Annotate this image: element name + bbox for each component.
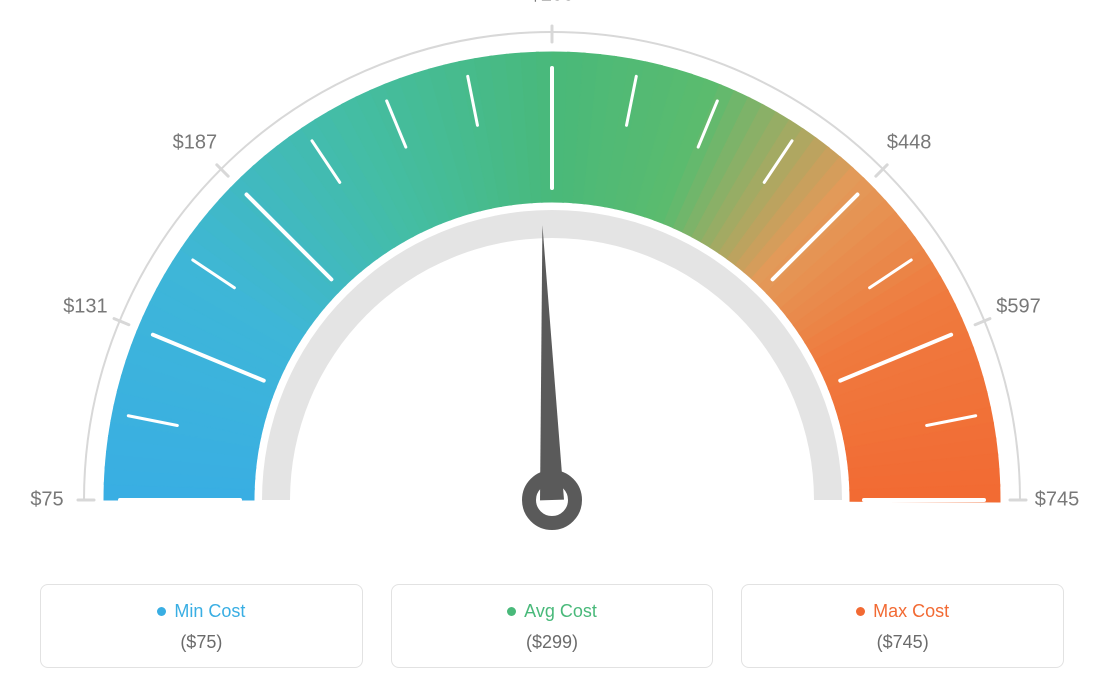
scale-label: $299 — [530, 0, 575, 7]
legend-label-avg: Avg Cost — [524, 601, 597, 622]
scale-label: $75 — [30, 489, 63, 512]
legend-title-max: Max Cost — [856, 601, 949, 622]
scale-label: $597 — [996, 295, 1041, 318]
legend-title-avg: Avg Cost — [507, 601, 597, 622]
gauge-svg — [0, 0, 1104, 560]
legend-label-min: Min Cost — [174, 601, 245, 622]
legend-title-min: Min Cost — [157, 601, 245, 622]
legend-value-avg: ($299) — [392, 632, 713, 653]
gauge-chart-container: $75 $131 $187 $299 $448 $597 $745 Min Cost ($7… — [0, 0, 1104, 690]
legend-label-max: Max Cost — [873, 601, 949, 622]
scale-label: $745 — [1035, 489, 1080, 512]
scale-label: $448 — [887, 131, 932, 154]
scale-label: $131 — [63, 295, 108, 318]
legend-row: Min Cost ($75) Avg Cost ($299) Max Cost … — [40, 584, 1064, 668]
legend-dot-max — [856, 607, 865, 616]
legend-dot-avg — [507, 607, 516, 616]
legend-card-avg: Avg Cost ($299) — [391, 584, 714, 668]
gauge-area: $75 $131 $187 $299 $448 $597 $745 — [0, 0, 1104, 560]
legend-dot-min — [157, 607, 166, 616]
legend-value-min: ($75) — [41, 632, 362, 653]
legend-card-min: Min Cost ($75) — [40, 584, 363, 668]
legend-card-max: Max Cost ($745) — [741, 584, 1064, 668]
scale-label: $187 — [173, 131, 218, 154]
legend-value-max: ($745) — [742, 632, 1063, 653]
